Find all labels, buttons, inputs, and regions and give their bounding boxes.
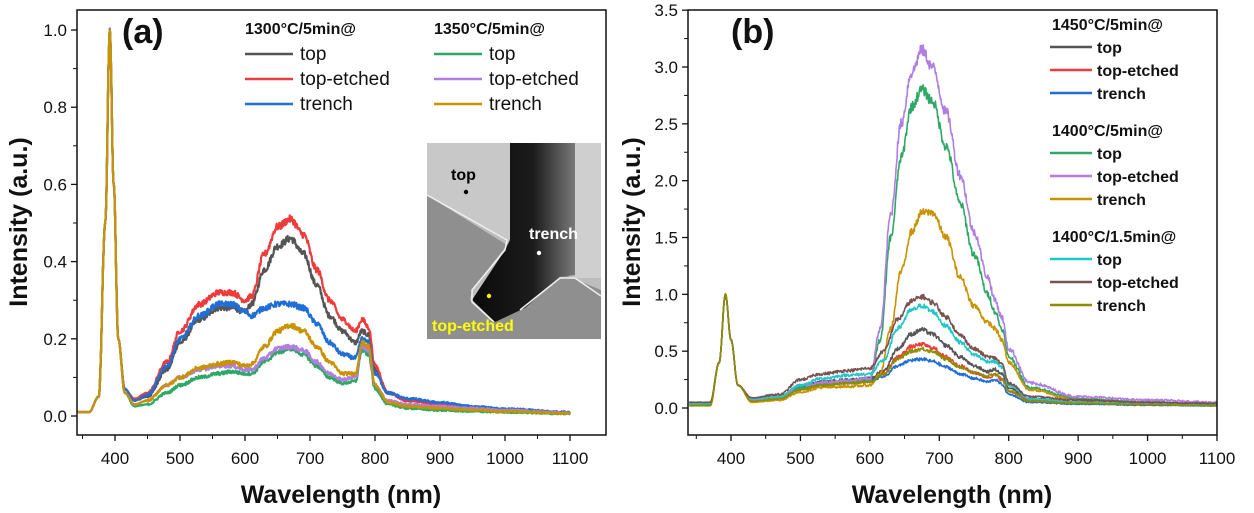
panel-b-series-group (688, 43, 1217, 407)
y-tick-label: 0.6 (43, 175, 67, 194)
legend-entry-label: top-etched (300, 69, 390, 90)
legend-entry-label: top-etched (489, 69, 579, 90)
series-line (77, 28, 571, 416)
panel-b-y-ticks: 0.0 0.5 1.0 1.5 2.0 2.5 3.0 3.5 (654, 1, 688, 418)
y-tick-label: 3.5 (654, 1, 678, 20)
panel-a-label: (a) (122, 13, 164, 51)
y-tick-label: 1.0 (43, 21, 67, 40)
legend-entry-label: trench (1097, 298, 1146, 315)
panel-b: 400 500 600 700 800 900 1000 1100 0.0 0.5 1.0 1.5 2… (618, 1, 1235, 509)
x-tick-label: 800 (361, 449, 389, 468)
x-tick-label: 1100 (552, 449, 589, 468)
panel-a-series-group (77, 27, 572, 416)
y-tick-label: 2.0 (654, 172, 678, 191)
y-tick-label: 0.2 (43, 330, 67, 349)
legend-entry-label: top-etched (1097, 169, 1179, 186)
inset-label-top: top (451, 167, 476, 184)
x-tick-label: 400 (717, 449, 745, 468)
legend-entry-label: top (1097, 146, 1122, 163)
panel-a-y-axis-title: Intensity (a.u.) (5, 137, 33, 306)
panel-b-x-ticks: 400 500 600 700 800 900 1000 1100 (695, 435, 1236, 468)
legend-entry-label: top (1097, 252, 1122, 269)
panel-a-legend: 1300°C/5min@ 1350°C/5min@ top top-etched t… (245, 21, 579, 115)
panel-b-y-axis-title: Intensity (a.u.) (618, 137, 646, 306)
x-tick-label: 500 (166, 449, 194, 468)
legend-group-title: 1450°C/5min@ (1052, 17, 1163, 34)
legend-entry-label: top (489, 44, 515, 65)
legend-entry-label: top (1097, 40, 1122, 57)
y-tick-label: 3.0 (654, 58, 678, 77)
x-tick-label: 1000 (1129, 449, 1167, 468)
panel-b-x-axis-title: Wavelength (nm) (852, 481, 1052, 509)
y-tick-label: 0.8 (43, 98, 67, 117)
sem-top-region (427, 143, 510, 240)
y-tick-label: 0.0 (43, 407, 67, 426)
panel-b-label: (b) (731, 13, 774, 51)
panel-a-x-ticks: 400 500 600 700 800 900 1000 1100 (82, 435, 589, 468)
legend-entry-label: top-etched (1097, 63, 1179, 80)
y-tick-label: 0.4 (43, 253, 67, 272)
x-tick-label: 500 (786, 449, 814, 468)
legend-entry-label: trench (1097, 192, 1146, 209)
y-tick-label: 0.5 (654, 342, 678, 361)
x-tick-label: 900 (426, 449, 454, 468)
x-tick-label: 1000 (486, 449, 524, 468)
y-tick-label: 1.5 (654, 229, 678, 248)
x-tick-label: 400 (101, 449, 129, 468)
marker-trench (536, 250, 542, 256)
legend-entry-label: trench (300, 94, 353, 115)
series-line (689, 293, 1217, 407)
sem-inset: top trench top-etched (427, 143, 601, 339)
y-tick-label: 1.0 (654, 285, 678, 304)
panel-a-x-axis-title: Wavelength (nm) (241, 481, 441, 509)
legend-group-title: 1350°C/5min@ (434, 21, 545, 38)
panel-a-y-ticks: 0.0 0.2 0.4 0.6 0.8 1.0 (43, 21, 77, 426)
sem-etched-region (427, 195, 601, 339)
panel-a: top trench top-etched 400 500 600 700 800 900… (5, 9, 607, 509)
legend-entry-label: trench (489, 94, 542, 115)
legend-group-title: 1300°C/5min@ (245, 21, 356, 38)
panel-b-frame (687, 9, 1218, 436)
x-tick-label: 800 (995, 449, 1023, 468)
marker-top (463, 189, 469, 195)
legend-entry-label: trench (1097, 86, 1146, 103)
legend-group-title: 1400°C/5min@ (1052, 123, 1163, 140)
x-tick-label: 1100 (1199, 449, 1236, 468)
inset-label-top-etched: top-etched (432, 318, 514, 335)
legend-entry-label: top-etched (1097, 275, 1179, 292)
x-tick-label: 700 (925, 449, 953, 468)
x-tick-label: 600 (231, 449, 259, 468)
legend-entry-label: top (300, 44, 326, 65)
x-tick-label: 700 (296, 449, 324, 468)
y-tick-label: 0.0 (654, 399, 678, 418)
legend-group-title: 1400°C/1.5min@ (1052, 229, 1176, 246)
inset-label-trench: trench (529, 226, 578, 243)
sem-right-wall (575, 143, 601, 278)
sem-trench (472, 143, 575, 322)
x-tick-label: 900 (1064, 449, 1092, 468)
series-line (688, 293, 1217, 405)
x-tick-label: 600 (856, 449, 884, 468)
y-tick-label: 2.5 (654, 115, 678, 134)
panel-b-legend: 1450°C/5min@ 1400°C/5min@ 1400°C/1.5min@… (1050, 17, 1179, 315)
marker-top-etched (486, 293, 492, 299)
